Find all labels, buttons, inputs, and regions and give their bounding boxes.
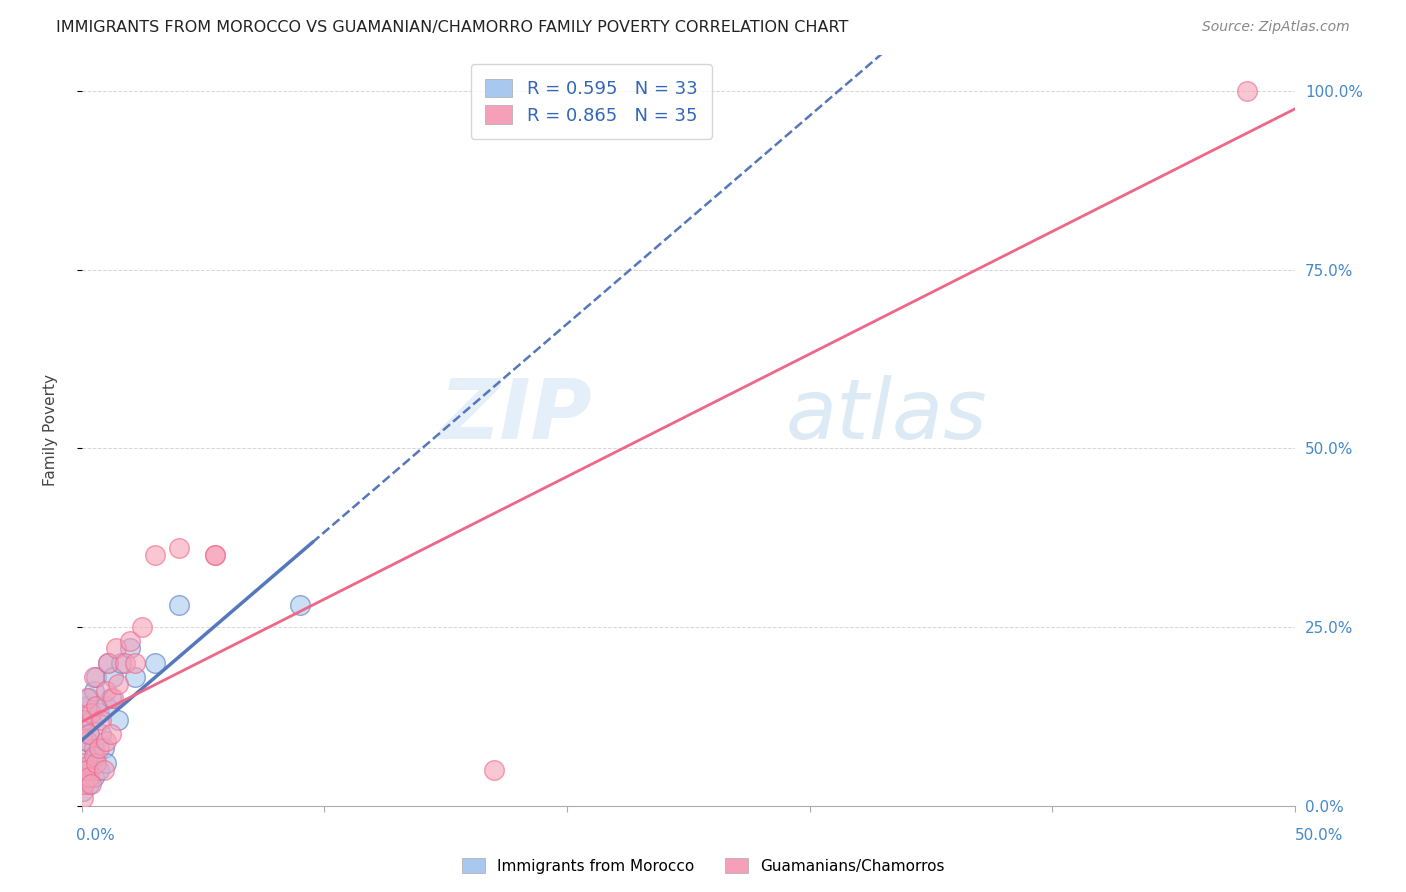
Text: 50.0%: 50.0% [1295,829,1343,843]
Point [114,656,136,670]
Point [73,777,96,791]
Point [80,713,103,727]
Point [72,784,94,798]
Text: Source: ZipAtlas.com: Source: ZipAtlas.com [1202,20,1350,34]
Point [76,698,98,713]
Y-axis label: Family Poverty: Family Poverty [44,375,58,486]
Point [83,748,105,763]
Point [97,656,120,670]
Point [83,741,105,756]
Point [94,684,117,698]
Point [80,777,103,791]
Point [288,599,311,613]
Point [77,777,100,791]
Point [107,677,129,691]
Point [167,541,190,556]
Point [84,756,107,770]
Point [484,763,506,777]
Point [94,698,117,713]
Point [97,656,120,670]
Point [1236,84,1258,98]
Legend: R = 0.595   N = 33, R = 0.865   N = 35: R = 0.595 N = 33, R = 0.865 N = 35 [471,64,711,139]
Point [124,656,146,670]
Text: 0.0%: 0.0% [76,829,115,843]
Point [73,713,96,727]
Point [93,763,115,777]
Point [143,656,166,670]
Point [76,763,98,777]
Point [167,599,190,613]
Point [73,756,96,770]
Point [204,549,226,563]
Point [87,706,110,720]
Point [107,713,129,727]
Text: atlas: atlas [786,375,987,456]
Point [143,549,166,563]
Point [90,713,112,727]
Point [84,748,107,763]
Point [90,727,112,741]
Point [72,791,94,805]
Point [73,713,96,727]
Point [76,734,98,748]
Point [131,620,153,634]
Point [87,763,110,777]
Text: IMMIGRANTS FROM MOROCCO VS GUAMANIAN/CHAMORRO FAMILY POVERTY CORRELATION CHART: IMMIGRANTS FROM MOROCCO VS GUAMANIAN/CHA… [56,20,849,35]
Point [104,641,127,656]
Point [110,656,132,670]
Point [77,727,100,741]
Text: ZIP: ZIP [439,375,592,456]
Point [83,670,105,684]
Point [73,741,96,756]
Point [94,734,117,748]
Point [76,691,98,706]
Point [77,770,100,784]
Point [84,670,107,684]
Point [73,770,96,784]
Point [77,727,100,741]
Point [87,741,110,756]
Point [80,756,103,770]
Point [103,691,125,706]
Point [76,763,98,777]
Point [93,741,115,756]
Point [100,727,122,741]
Point [120,634,142,648]
Point [100,691,122,706]
Legend: Immigrants from Morocco, Guamanians/Chamorros: Immigrants from Morocco, Guamanians/Cham… [456,852,950,880]
Point [83,770,105,784]
Point [103,670,125,684]
Point [124,670,146,684]
Point [80,706,103,720]
Point [83,684,105,698]
Point [204,549,226,563]
Point [77,691,100,706]
Point [120,641,142,656]
Point [76,734,98,748]
Point [84,698,107,713]
Point [94,756,117,770]
